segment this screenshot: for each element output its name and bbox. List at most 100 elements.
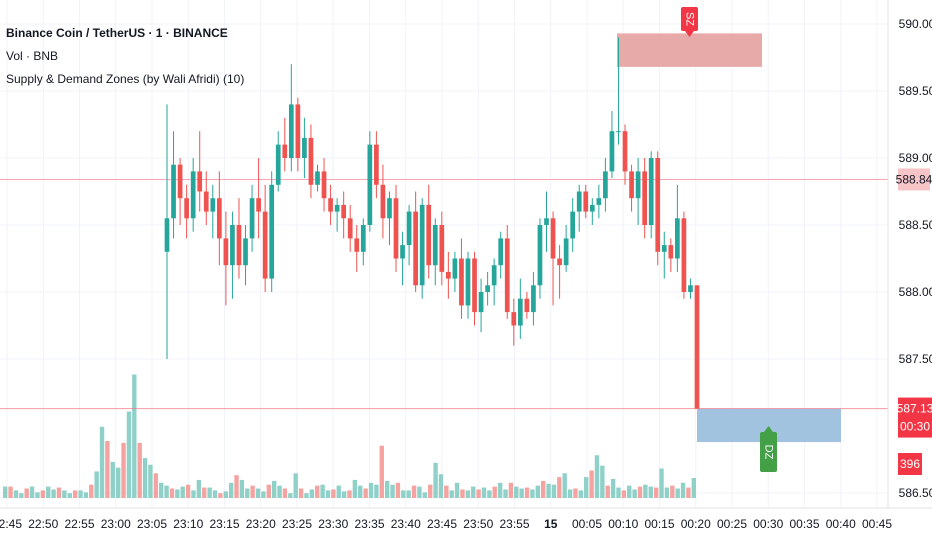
candle [184, 184, 189, 239]
volume-bar [320, 484, 325, 498]
candle-body [459, 258, 464, 306]
candle [517, 278, 523, 339]
time-tick-label: 23:30 [318, 517, 348, 531]
candle-body [675, 218, 680, 259]
candle [459, 238, 464, 319]
volume-bar [19, 493, 24, 498]
volume-bar [567, 489, 573, 498]
volume-value-label: 396 [898, 453, 922, 475]
candle-body [413, 211, 418, 286]
volume-bar [584, 477, 589, 498]
candle [341, 191, 347, 239]
symbol-title[interactable]: Binance Coin / TetherUS · 1 · BINANCE [6, 26, 228, 40]
level-price-label: 588.84 [896, 168, 932, 191]
volume-bar [164, 485, 169, 498]
candle [302, 117, 307, 179]
volume-bar [578, 490, 584, 498]
volume-bar [417, 486, 422, 498]
candle-body [203, 191, 209, 212]
volume-bar [573, 488, 578, 498]
volume-bar [422, 492, 428, 498]
volume-bar [115, 467, 121, 498]
candle [223, 211, 229, 306]
time-tick-label: 00:20 [681, 517, 711, 531]
volume-bar [78, 490, 83, 498]
volume-bar [142, 458, 148, 498]
volume-bar [616, 487, 621, 498]
volume-bar [132, 374, 137, 498]
candle [478, 278, 484, 333]
candle-body [517, 298, 523, 326]
time-tick-label: 23:45 [427, 517, 457, 531]
candle-body [275, 144, 281, 185]
price-tick-label: 590.00 [899, 17, 932, 31]
candle-body [688, 285, 693, 292]
volume-bar [675, 488, 680, 498]
candle-body [334, 204, 340, 212]
candle-body [164, 218, 170, 252]
candle [452, 251, 458, 292]
candle-body [171, 164, 176, 219]
candle-body [439, 225, 445, 272]
volume-bar [390, 484, 395, 498]
candle-body [491, 265, 497, 286]
volume-bar [551, 484, 557, 498]
volume-bar [277, 485, 282, 498]
volume-bar [126, 411, 132, 498]
price-tick-label: 588.00 [899, 285, 932, 299]
volume-bar [600, 465, 605, 498]
candle-body [321, 171, 327, 199]
candle [203, 171, 209, 225]
volume-bar [67, 493, 72, 498]
candle [675, 184, 680, 272]
volume-bar [352, 479, 358, 498]
candle-body [347, 218, 353, 239]
price-tick-label: 589.50 [899, 84, 932, 98]
volume-bar [347, 490, 352, 498]
time-tick-label: 00:15 [644, 517, 674, 531]
time-tick-label: 22:55 [64, 517, 94, 531]
candle [661, 231, 667, 279]
candle [629, 164, 634, 212]
candle-body [446, 271, 451, 279]
candle-body [668, 245, 674, 259]
volume-bar [497, 482, 503, 498]
volume-bar [298, 488, 304, 498]
volume-bar [406, 490, 411, 498]
time-tick-label: 00:35 [789, 517, 819, 531]
candle [544, 191, 549, 252]
volume-bar [99, 426, 105, 498]
candle-body [635, 171, 641, 199]
volume-bar [89, 484, 94, 498]
indicator-legend[interactable]: Supply & Demand Zones (by Wali Afridi) (… [6, 72, 245, 86]
time-tick-label: 00:05 [572, 517, 602, 531]
candle-body [629, 171, 634, 199]
candle [380, 164, 386, 239]
candle [635, 158, 641, 225]
time-tick-label: 22:45 [0, 517, 22, 531]
candle [694, 285, 700, 409]
candle [164, 104, 170, 359]
candle-body [589, 204, 595, 212]
volume-bar [503, 489, 508, 498]
volume-bar [411, 485, 417, 498]
candle [367, 131, 373, 232]
volume-bar [632, 489, 637, 498]
candle [570, 198, 576, 252]
candle [589, 198, 595, 225]
volume-bar [358, 485, 363, 498]
candle [616, 37, 621, 145]
candle [511, 298, 517, 346]
volume-legend[interactable]: Vol · BNB [6, 49, 59, 63]
candle-body [531, 285, 536, 313]
volume-bar [228, 482, 234, 498]
candle [537, 218, 543, 299]
volume-bar [454, 482, 460, 498]
candle-body [197, 171, 203, 192]
candle [275, 131, 281, 192]
candle [262, 184, 268, 292]
volume-bar [83, 492, 89, 498]
volume-bar [223, 491, 228, 498]
